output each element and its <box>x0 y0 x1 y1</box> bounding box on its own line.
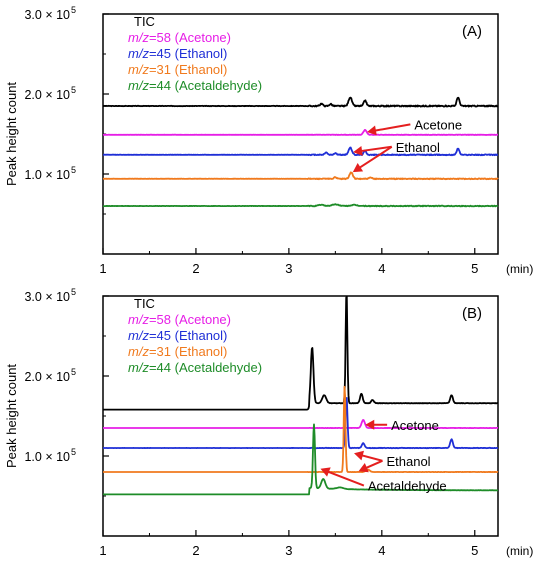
y-axis-label: Peak height count <box>4 364 19 468</box>
x-tick-label: 3 <box>285 261 292 276</box>
series-line <box>102 146 499 157</box>
legend-entry: m/z=45 (Ethanol) <box>128 328 227 343</box>
series-line <box>102 129 499 136</box>
legend-text: TIC <box>134 296 155 311</box>
series-line <box>102 171 499 181</box>
series-line <box>102 397 499 450</box>
series-line <box>102 423 499 496</box>
y-tick-label: 3.0 × 10 <box>24 8 70 22</box>
x-tick-label: 4 <box>378 543 385 558</box>
legend-entry: m/z=58 (Acetone) <box>128 30 231 45</box>
annotation-arrow-head <box>358 463 369 473</box>
y-tick-label: 1.0 × 10 <box>24 450 70 464</box>
legend-mz: m/z <box>128 30 149 45</box>
legend-entry: m/z=58 (Acetone) <box>128 312 231 327</box>
legend-text: =31 (Ethanol) <box>149 344 227 359</box>
x-unit-label: (min) <box>506 262 533 276</box>
x-tick-label: 5 <box>471 543 478 558</box>
panel-label: (B) <box>462 305 482 322</box>
panel-label: (A) <box>462 23 482 40</box>
legend-text: =45 (Ethanol) <box>149 328 227 343</box>
y-tick-label: 2.0 × 10 <box>24 370 70 384</box>
annotation-label: Ethanol <box>396 140 440 155</box>
legend-text: =45 (Ethanol) <box>149 46 227 61</box>
legend-mz: m/z <box>128 312 149 327</box>
legend-entry: TIC <box>134 14 155 29</box>
x-tick-label: 2 <box>192 543 199 558</box>
annotation-label: Acetaldehyde <box>368 479 447 494</box>
x-tick-label: 3 <box>285 543 292 558</box>
annotation-arrow-head <box>367 125 377 136</box>
annotation-arrow-line <box>372 123 411 132</box>
x-tick-label: 1 <box>99 261 106 276</box>
annotation-arrow-head <box>320 467 331 477</box>
legend-text: =31 (Ethanol) <box>149 62 227 77</box>
y-tick-exponent: 5 <box>71 287 76 297</box>
y-tick-label: 2.0 × 10 <box>24 88 70 102</box>
annotation-arrow-head <box>354 450 364 461</box>
annotation-label: Acetone <box>414 117 462 132</box>
x-tick-label: 1 <box>99 543 106 558</box>
y-tick-exponent: 5 <box>71 165 76 175</box>
legend-mz: m/z <box>128 62 149 77</box>
legend-text: =58 (Acetone) <box>149 30 231 45</box>
legend-entry: m/z=31 (Ethanol) <box>128 344 227 359</box>
legend-mz: m/z <box>128 344 149 359</box>
legend-text: =44 (Acetaldehyde) <box>149 360 262 375</box>
annotation-label: Ethanol <box>386 454 430 469</box>
annotation-arrow-line <box>358 145 392 153</box>
series-line <box>102 203 499 208</box>
annotation-arrow-line <box>357 145 393 170</box>
y-tick-exponent: 5 <box>71 367 76 377</box>
x-tick-label: 2 <box>192 261 199 276</box>
panel-a: 1 2 3 4 5 (min)1.0 × 10 52.0 × 10 53.0 × 10 5Pea… <box>4 5 533 276</box>
annotation-label: Acetone <box>391 418 439 433</box>
y-tick-label: 1.0 × 10 <box>24 168 70 182</box>
annotation-arrow-line <box>325 469 365 487</box>
annotation-arrow-line <box>359 453 383 462</box>
series-line <box>102 385 499 473</box>
y-tick-exponent: 5 <box>71 5 76 15</box>
series-line <box>102 295 499 411</box>
series-line <box>102 96 499 108</box>
y-tick-exponent: 5 <box>71 85 76 95</box>
legend-entry: m/z=44 (Acetaldehyde) <box>128 78 262 93</box>
legend-entry: m/z=31 (Ethanol) <box>128 62 227 77</box>
panel-b: 1 2 3 4 5 (min)1.0 × 10 52.0 × 10 53.0 × 10 5Pea… <box>4 287 533 558</box>
annotation-arrow-line <box>363 459 383 470</box>
legend-entry: m/z=45 (Ethanol) <box>128 46 227 61</box>
x-unit-label: (min) <box>506 544 533 558</box>
annotation-arrow-head <box>365 419 375 430</box>
annotation-arrow-head <box>352 163 364 173</box>
legend-text: TIC <box>134 14 155 29</box>
legend-mz: m/z <box>128 360 149 375</box>
y-tick-exponent: 5 <box>71 447 76 457</box>
legend-mz: m/z <box>128 46 149 61</box>
legend-text: =44 (Acetaldehyde) <box>149 78 262 93</box>
y-tick-label: 3.0 × 10 <box>24 290 70 304</box>
legend-text: =58 (Acetone) <box>149 312 231 327</box>
y-axis-label: Peak height count <box>4 82 19 186</box>
annotation-arrow-head <box>353 145 363 156</box>
x-tick-label: 5 <box>471 261 478 276</box>
series-line <box>102 419 499 429</box>
legend-entry: m/z=44 (Acetaldehyde) <box>128 360 262 375</box>
x-tick-label: 4 <box>378 261 385 276</box>
legend-mz: m/z <box>128 78 149 93</box>
legend-mz: m/z <box>128 328 149 343</box>
legend-entry: TIC <box>134 296 155 311</box>
